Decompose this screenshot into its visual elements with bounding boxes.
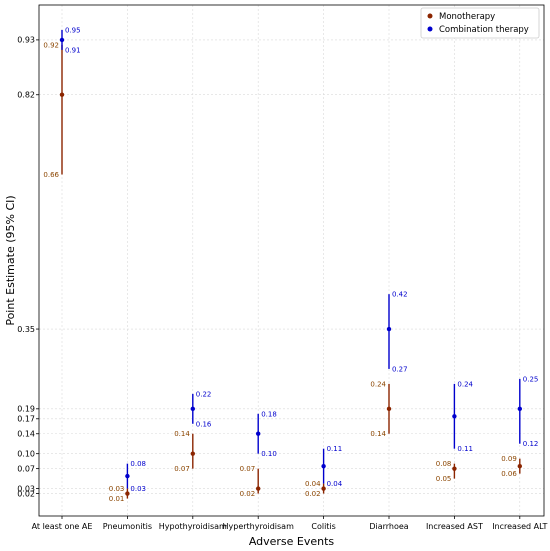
- upper-label-combination-therapy: 0.22: [196, 390, 212, 398]
- lower-label-monotherapy: 0.05: [436, 475, 452, 483]
- point-monotherapy: [321, 486, 326, 491]
- lower-label-combination-therapy: 0.10: [261, 450, 277, 458]
- legend-label-combination-therapy: Combination therapy: [439, 25, 529, 35]
- x-tick-label: Diarrhoea: [369, 522, 408, 531]
- point-combination-therapy: [386, 326, 392, 332]
- x-tick-label: Hypothyroidisam: [159, 522, 227, 531]
- upper-label-combination-therapy: 0.95: [65, 26, 81, 34]
- lower-label-combination-therapy: 0.04: [327, 480, 343, 488]
- point-monotherapy: [190, 451, 195, 456]
- y-axis-title: Point Estimate (95% CI): [4, 195, 17, 325]
- point-monotherapy: [59, 92, 65, 97]
- lower-label-monotherapy: 0.02: [240, 490, 256, 498]
- upper-label-monotherapy: 0.09: [501, 455, 517, 463]
- y-tick-label: 0.35: [17, 325, 35, 334]
- y-tick-label: 0.93: [17, 36, 35, 45]
- upper-label-combination-therapy: 0.11: [327, 445, 343, 453]
- legend-box: [420, 7, 540, 39]
- point-combination-therapy: [256, 431, 261, 436]
- point-combination-therapy: [190, 406, 195, 412]
- point-monotherapy: [517, 463, 522, 469]
- lower-label-combination-therapy: 0.27: [392, 365, 408, 373]
- y-axis: 0.020.03 0.07 0.10 0.14 0.170.19 0.35 0.82 0.93: [17, 36, 39, 498]
- upper-label-monotherapy: 0.92: [43, 41, 59, 49]
- x-tick-label: Hyperthyroidisam: [223, 522, 295, 531]
- lower-label-monotherapy: 0.01: [109, 495, 125, 503]
- legend-label-monotherapy: Monotherapy: [439, 12, 495, 22]
- lower-label-combination-therapy: 0.03: [130, 485, 146, 493]
- upper-label-combination-therapy: 0.18: [261, 410, 277, 418]
- upper-label-monotherapy: 0.03: [109, 485, 125, 493]
- lower-label-combination-therapy: 0.16: [196, 420, 212, 428]
- upper-label-monotherapy: 0.14: [174, 430, 190, 438]
- upper-label-combination-therapy: 0.08: [130, 460, 146, 468]
- lower-label-monotherapy: 0.66: [43, 171, 59, 179]
- lower-label-combination-therapy: 0.91: [65, 46, 81, 54]
- y-tick-label: 0.17: [17, 415, 35, 424]
- plot-frame: [38, 4, 545, 517]
- lower-label-monotherapy: 0.06: [501, 470, 517, 478]
- upper-label-combination-therapy: 0.24: [457, 380, 473, 388]
- point-monotherapy: [452, 466, 457, 471]
- upper-label-monotherapy: 0.08: [436, 460, 452, 468]
- upper-label-combination-therapy: 0.42: [392, 291, 408, 299]
- lower-label-monotherapy: 0.02: [305, 490, 321, 498]
- y-tick-label: 0.03: [17, 484, 35, 493]
- y-tick-label: 0.14: [17, 430, 35, 439]
- y-tick-label: 0.19: [17, 405, 35, 414]
- point-combination-therapy: [125, 473, 130, 479]
- lower-label-combination-therapy: 0.11: [457, 445, 473, 453]
- legend-marker-combination-therapy: [427, 26, 433, 32]
- legend: Monotherapy Combination therapy: [420, 7, 540, 39]
- x-axis: At least one AE Pneumonitis Hypothyroidisa…: [32, 516, 548, 531]
- y-tick-label: 0.82: [17, 91, 35, 100]
- point-monotherapy: [125, 491, 130, 496]
- upper-label-monotherapy: 0.04: [305, 480, 321, 488]
- upper-label-monotherapy: 0.24: [370, 380, 386, 388]
- point-combination-therapy: [59, 37, 65, 43]
- point-combination-therapy: [321, 463, 326, 469]
- point-monotherapy: [256, 486, 261, 491]
- data-marks: 0.92 0.66 0.03 0.01 0.14 0.07 0.07 0.02 0.04 0.02…: [43, 26, 538, 503]
- point-monotherapy: [386, 406, 392, 412]
- x-tick-label: Pneumonitis: [103, 522, 152, 531]
- x-tick-label: At least one AE: [32, 522, 93, 531]
- lower-label-combination-therapy: 0.12: [523, 440, 539, 448]
- y-tick-label: 0.10: [17, 449, 35, 458]
- x-tick-label: Increased AST: [426, 522, 483, 531]
- upper-label-combination-therapy: 0.25: [523, 375, 539, 383]
- upper-label-monotherapy: 0.07: [240, 465, 256, 473]
- x-tick-label: Increased ALT: [492, 522, 547, 531]
- y-tick-label: 0.02: [17, 489, 35, 498]
- lower-label-monotherapy: 0.07: [174, 465, 190, 473]
- point-combination-therapy: [452, 414, 457, 419]
- point-combination-therapy: [517, 406, 522, 412]
- x-axis-title: Adverse Events: [249, 535, 335, 548]
- x-tick-label: Colitis: [311, 522, 335, 531]
- lower-label-monotherapy: 0.14: [370, 430, 386, 438]
- legend-marker-monotherapy: [427, 13, 433, 19]
- y-tick-label: 0.07: [17, 464, 35, 473]
